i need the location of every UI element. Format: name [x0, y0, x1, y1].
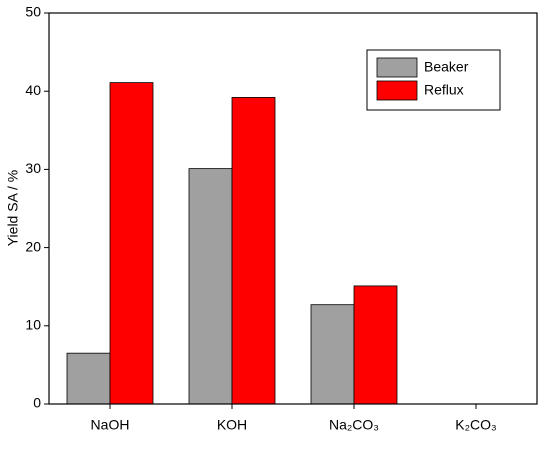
y-tick-label: 10 [25, 317, 41, 333]
x-tick-label: NaOH [91, 417, 130, 433]
x-tick-label: Na₂CO₃ [329, 417, 379, 433]
plot-frame [48, 12, 538, 405]
legend-label: Beaker [424, 59, 469, 75]
bar [353, 285, 398, 405]
bar [109, 82, 154, 405]
bar [188, 168, 233, 405]
bar [310, 304, 355, 405]
legend-swatch [376, 57, 418, 78]
y-tick-label: 40 [25, 82, 41, 98]
x-tick-label: KOH [217, 417, 247, 433]
legend-label: Reflux [424, 82, 464, 98]
y-tick-label: 30 [25, 160, 41, 176]
x-tick-label: K₂CO₃ [455, 417, 496, 433]
y-tick-label: 20 [25, 238, 41, 254]
bar [231, 97, 276, 405]
bar [66, 352, 111, 405]
y-axis-label: Yield SA / % [5, 170, 21, 247]
legend-swatch [376, 80, 418, 101]
y-tick-label: 50 [25, 4, 41, 20]
y-tick-label: 0 [33, 395, 41, 411]
